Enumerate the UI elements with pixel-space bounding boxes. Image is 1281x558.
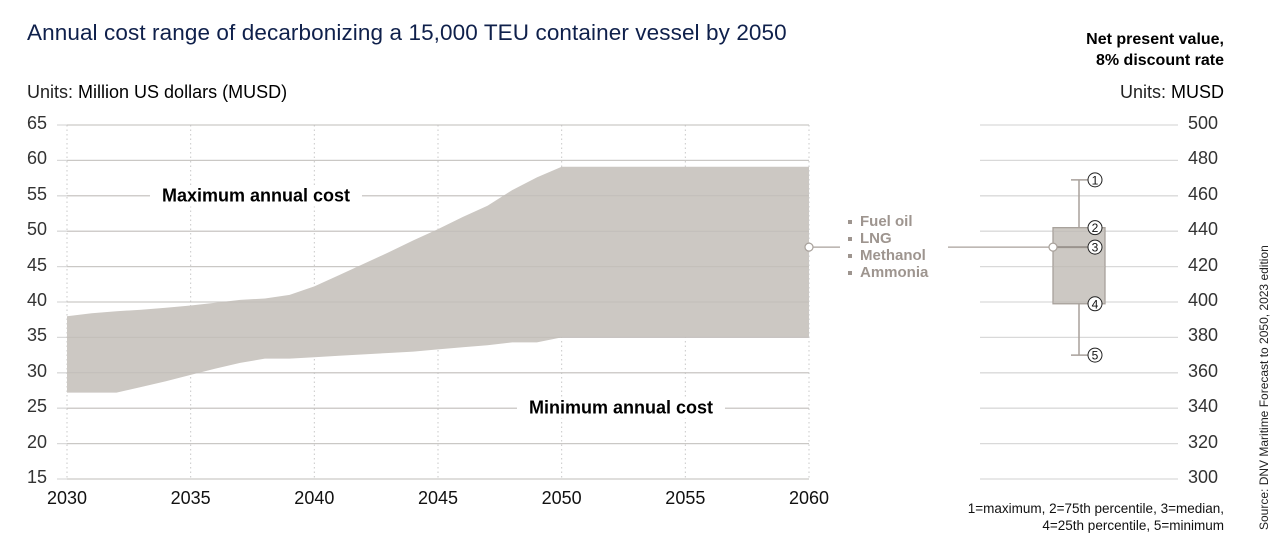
- x-tick-label: 2060: [788, 488, 830, 508]
- boxplot-legend-line1: 1=maximum, 2=75th percentile, 3=median,: [967, 501, 1224, 516]
- y-tick-label: 65: [27, 113, 48, 133]
- bullet-icon: [848, 236, 852, 241]
- units-label-right: Units: MUSD: [1120, 82, 1224, 103]
- marker-circle-4: [1087, 296, 1103, 312]
- x-tick-label: 2050: [541, 488, 582, 508]
- y-tick-label: 25: [27, 396, 48, 417]
- fuel-item-ammonia: Ammonia: [848, 264, 928, 281]
- y-tick-label: 45: [27, 254, 48, 275]
- fuel-item-lng: LNG: [848, 230, 928, 247]
- cost-range-area: [67, 166, 809, 393]
- fuel-item-fuel-oil: Fuel oil: [848, 213, 928, 230]
- y-tick-label-right: 380: [1188, 325, 1219, 346]
- npv-panel-title: Net present value, 8% discount rate: [1086, 29, 1224, 71]
- npv-title-line1: Net present value,: [1086, 31, 1224, 48]
- chart-title: Annual cost range of decarbonizing a 15,…: [27, 20, 787, 45]
- fuel-label: Ammonia: [860, 264, 929, 281]
- annotation-max-annual-cost: Maximum annual cost: [149, 185, 363, 207]
- marker-label-2: 2: [1092, 221, 1099, 235]
- y-tick-label-right: 480: [1188, 148, 1219, 169]
- x-tick-label: 2035: [170, 488, 211, 508]
- source-note: Source: DNV Maritime Forecast to 2050, 2…: [1257, 245, 1271, 530]
- y-tick-label-right: 360: [1188, 360, 1219, 381]
- fuel-type-list: Fuel oil LNG Methanol Ammonia: [848, 213, 928, 281]
- fuel-label: LNG: [860, 230, 892, 247]
- y-tick-label-right: 420: [1188, 254, 1219, 275]
- y-tick-label-right: 400: [1188, 290, 1219, 310]
- connector-dot-box: [1048, 242, 1058, 252]
- y-tick-label-right: 300: [1188, 467, 1219, 487]
- x-tick-label: 2055: [665, 488, 706, 508]
- fuel-label: Fuel oil: [860, 213, 913, 230]
- y-tick-label: 50: [27, 219, 48, 240]
- marker-label-3: 3: [1092, 241, 1099, 255]
- bullet-icon: [848, 219, 852, 224]
- bullet-icon: [848, 270, 852, 275]
- y-tick-label: 35: [27, 325, 48, 346]
- x-tick-label: 2030: [46, 488, 88, 508]
- connector-dot-area: [804, 242, 814, 252]
- iqr-box: [1052, 227, 1106, 305]
- units-label-left: Units: Million US dollars (MUSD): [27, 82, 287, 103]
- y-tick-label: 40: [27, 290, 48, 310]
- x-tick-label: 2040: [294, 488, 335, 508]
- y-tick-label: 30: [27, 360, 48, 381]
- bullet-icon: [848, 253, 852, 258]
- marker-circle-3: [1087, 239, 1103, 255]
- annotation-min-annual-cost: Minimum annual cost: [516, 397, 726, 419]
- units-value: Million US dollars (MUSD): [78, 82, 288, 102]
- npv-title-line2: 8% discount rate: [1095, 52, 1224, 69]
- units-prefix: Units:: [27, 82, 74, 102]
- y-tick-label: 55: [27, 183, 48, 204]
- fuel-item-methanol: Methanol: [848, 247, 928, 264]
- y-tick-label-right: 440: [1188, 219, 1219, 240]
- marker-circle-5: [1087, 347, 1103, 363]
- marker-label-1: 1: [1092, 173, 1099, 187]
- y-tick-label-right: 500: [1188, 113, 1219, 133]
- y-tick-label: 60: [27, 148, 48, 169]
- y-tick-label: 20: [27, 431, 48, 452]
- y-tick-label-right: 320: [1188, 431, 1219, 452]
- marker-label-5: 5: [1092, 349, 1099, 363]
- fuel-label: Methanol: [860, 247, 926, 264]
- x-tick-label: 2045: [417, 488, 459, 508]
- marker-label-4: 4: [1092, 297, 1099, 311]
- y-tick-label-right: 340: [1188, 396, 1219, 417]
- boxplot-legend-note: 1=maximum, 2=75th percentile, 3=median, …: [968, 500, 1224, 534]
- y-tick-label: 15: [27, 467, 48, 487]
- units-prefix: Units:: [1119, 82, 1166, 102]
- marker-circle-1: [1087, 172, 1103, 188]
- boxplot-legend-line2: 4=25th percentile, 5=minimum: [1042, 518, 1224, 533]
- marker-circle-2: [1087, 220, 1103, 236]
- units-value: MUSD: [1171, 82, 1224, 102]
- y-tick-label-right: 460: [1188, 183, 1219, 204]
